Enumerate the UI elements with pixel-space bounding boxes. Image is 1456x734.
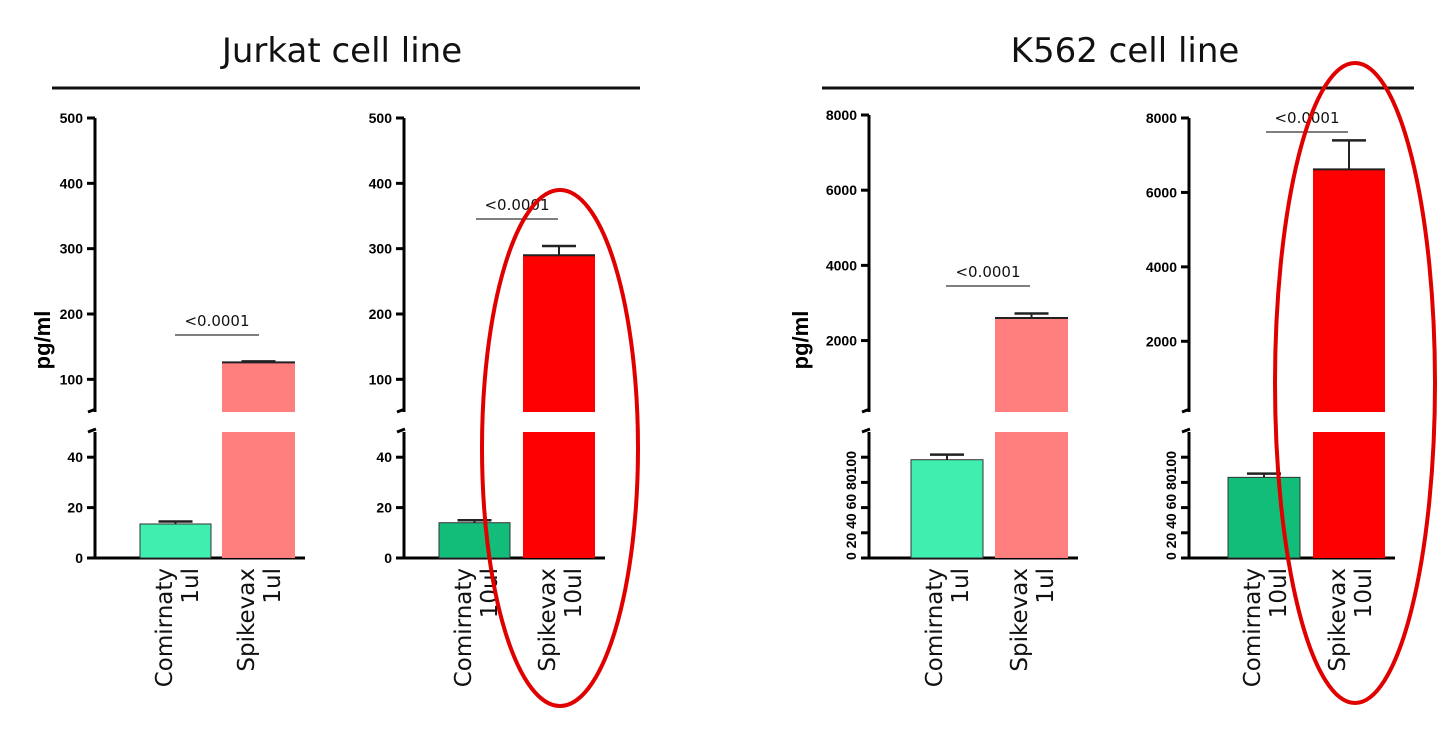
highlight-ellipse xyxy=(480,188,640,708)
category-label-line1: Comirnaty xyxy=(152,568,178,687)
category-label-line1: Comirnaty xyxy=(922,568,948,687)
axis-break-mark xyxy=(396,427,406,434)
y-tick-label: 200 xyxy=(60,306,84,322)
highlight-ellipse xyxy=(1273,61,1437,705)
category-label-line1: Spikevax xyxy=(535,568,561,672)
category-label-line2: 1ul xyxy=(1033,568,1059,604)
y-tick-label: 2000 xyxy=(1146,333,1177,349)
bar-lower-segment xyxy=(222,432,295,558)
y-tick-label: 0 xyxy=(384,550,392,566)
y-tick-label: 20 xyxy=(376,500,392,516)
y-tick-label: 100 xyxy=(60,371,84,387)
category-label-line1: Spikevax xyxy=(1325,568,1351,672)
title-jurkat: Jurkat cell line xyxy=(220,31,462,71)
bar-lower-segment xyxy=(523,432,595,558)
category-label-line1: Spikevax xyxy=(234,568,260,672)
title-k562: K562 cell line xyxy=(1011,31,1240,71)
axis-break-mark xyxy=(861,407,871,414)
bar xyxy=(995,318,1068,412)
y-tick-label: 500 xyxy=(60,110,84,126)
bar xyxy=(139,523,212,559)
category-label-line2: 1ul xyxy=(178,568,204,604)
bar xyxy=(523,255,595,412)
bar-lower-segment xyxy=(1313,432,1385,558)
significance-label: <0.0001 xyxy=(184,312,249,330)
chart-panel-2: 0 20 40 100 200 300 400 500 <0.0001 Comirnaty 10ul… xyxy=(369,110,605,687)
bar xyxy=(438,522,511,559)
chart-panel-3: 0 20 40 60 80100 2000 4000 6000 8000 pg/ml <0.… xyxy=(788,107,1078,687)
category-label-line2: 10ul xyxy=(1266,568,1292,618)
y-tick-label: 500 xyxy=(369,110,393,126)
y-tick-label: 6000 xyxy=(826,182,857,198)
axis-break-mark xyxy=(396,407,406,414)
chart-panel-4: 0 20 40 60 80100 2000 4000 6000 8000 <0.0001 C… xyxy=(1146,109,1395,687)
y-tick-label: 400 xyxy=(369,175,393,191)
bar xyxy=(1227,476,1301,559)
y-tick-label: 200 xyxy=(369,306,393,322)
axis-break-mark xyxy=(1181,407,1191,414)
y-tick-labels-lower: 0 20 40 60 80100 xyxy=(843,451,859,560)
bar xyxy=(910,459,984,559)
axis-break-mark xyxy=(87,407,97,414)
y-tick-label: 4000 xyxy=(826,257,857,273)
y-tick-label: 300 xyxy=(60,241,84,257)
y-axis-label: pg/ml xyxy=(30,311,55,370)
significance-label: <0.0001 xyxy=(1274,109,1339,127)
significance-label: <0.0001 xyxy=(955,263,1020,281)
category-label-line1: Spikevax xyxy=(1007,568,1033,672)
category-label-line1: Comirnaty xyxy=(451,568,477,687)
axis-break-mark xyxy=(861,427,871,434)
y-tick-label: 400 xyxy=(60,175,84,191)
y-tick-label: 8000 xyxy=(1146,110,1177,126)
category-label-line2: 10ul xyxy=(1351,568,1377,618)
axis-break-mark xyxy=(87,427,97,434)
bar xyxy=(222,362,295,412)
bar-lower-segment xyxy=(995,432,1068,558)
y-tick-label: 20 xyxy=(67,500,83,516)
y-tick-label: 6000 xyxy=(1146,184,1177,200)
category-label-line2: 1ul xyxy=(948,568,974,604)
y-tick-label: 100 xyxy=(369,371,393,387)
y-tick-labels-lower: 0 20 40 60 80100 xyxy=(1163,451,1179,560)
chart-panel-1: 0 20 40 100 200 300 400 500 pg/ml <0.0001 Comirnat… xyxy=(30,110,305,687)
y-tick-label: 40 xyxy=(376,449,392,465)
y-axis-label: pg/ml xyxy=(788,311,813,370)
axis-break-mark xyxy=(1181,427,1191,434)
y-tick-label: 2000 xyxy=(826,333,857,349)
y-tick-label: 0 xyxy=(75,550,83,566)
y-tick-label: 300 xyxy=(369,241,393,257)
y-tick-label: 40 xyxy=(67,449,83,465)
significance-label: <0.0001 xyxy=(484,196,549,214)
y-tick-label: 8000 xyxy=(826,107,857,123)
y-tick-label: 4000 xyxy=(1146,259,1177,275)
category-label-line1: Comirnaty xyxy=(1240,568,1266,687)
category-label-line2: 10ul xyxy=(561,568,587,618)
bar xyxy=(1313,169,1385,412)
category-label-line2: 1ul xyxy=(260,568,286,604)
